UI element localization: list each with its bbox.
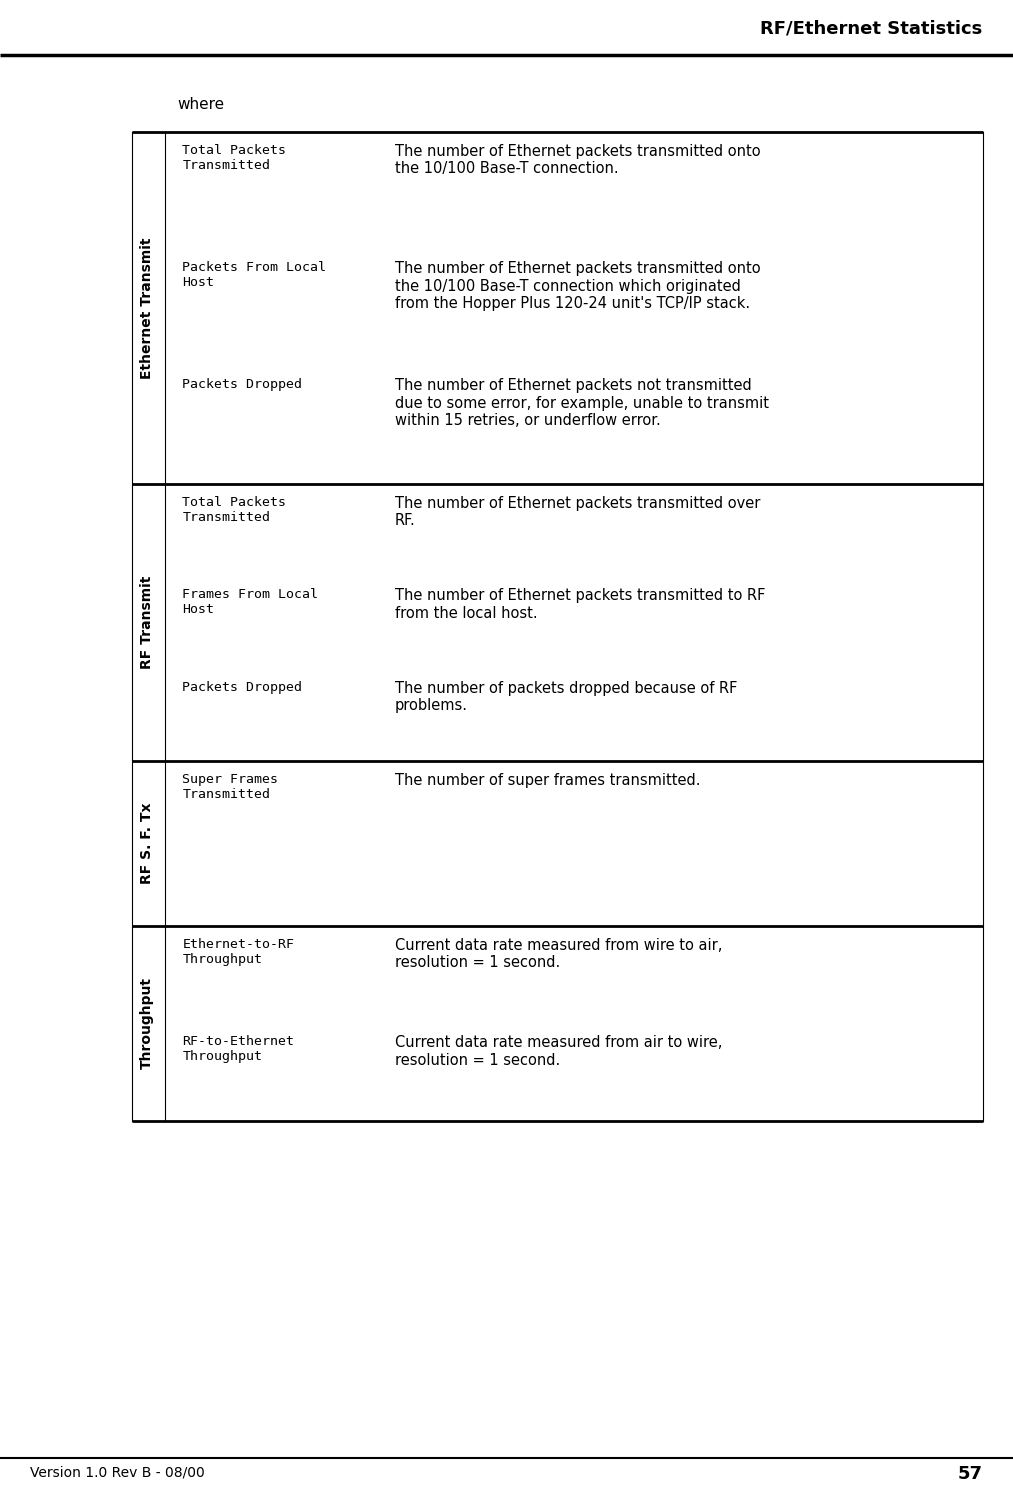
Text: Throughput: Throughput — [140, 977, 154, 1070]
Text: RF Transmit: RF Transmit — [140, 575, 154, 670]
Text: 57: 57 — [957, 1465, 983, 1483]
Text: RF-to-Ethernet
Throughput: RF-to-Ethernet Throughput — [182, 1035, 295, 1064]
Text: The number of super frames transmitted.: The number of super frames transmitted. — [395, 773, 701, 788]
Text: The number of packets dropped because of RF
problems.: The number of packets dropped because of… — [395, 680, 737, 713]
Text: RF S. F. Tx: RF S. F. Tx — [140, 803, 154, 884]
Text: Current data rate measured from air to wire,
resolution = 1 second.: Current data rate measured from air to w… — [395, 1035, 722, 1068]
Text: The number of Ethernet packets not transmitted
due to some error, for example, u: The number of Ethernet packets not trans… — [395, 379, 769, 428]
Text: Packets Dropped: Packets Dropped — [182, 379, 302, 391]
Text: Version 1.0 Rev B - 08/00: Version 1.0 Rev B - 08/00 — [30, 1465, 206, 1479]
Text: Current data rate measured from wire to air,
resolution = 1 second.: Current data rate measured from wire to … — [395, 938, 722, 971]
Text: Total Packets
Transmitted: Total Packets Transmitted — [182, 496, 287, 524]
Text: Frames From Local
Host: Frames From Local Host — [182, 589, 318, 616]
Text: The number of Ethernet packets transmitted over
RF.: The number of Ethernet packets transmitt… — [395, 496, 761, 529]
Text: Packets Dropped: Packets Dropped — [182, 680, 302, 694]
Text: where: where — [177, 97, 225, 112]
Text: The number of Ethernet packets transmitted to RF
from the local host.: The number of Ethernet packets transmitt… — [395, 589, 766, 620]
Text: The number of Ethernet packets transmitted onto
the 10/100 Base-T connection whi: The number of Ethernet packets transmitt… — [395, 261, 761, 312]
Text: RF/Ethernet Statistics: RF/Ethernet Statistics — [761, 19, 983, 37]
Text: The number of Ethernet packets transmitted onto
the 10/100 Base-T connection.: The number of Ethernet packets transmitt… — [395, 144, 761, 177]
Text: Ethernet Transmit: Ethernet Transmit — [140, 237, 154, 379]
Text: Total Packets
Transmitted: Total Packets Transmitted — [182, 144, 287, 172]
Text: Ethernet-to-RF
Throughput: Ethernet-to-RF Throughput — [182, 938, 295, 966]
Text: Super Frames
Transmitted: Super Frames Transmitted — [182, 773, 279, 801]
Text: Packets From Local
Host: Packets From Local Host — [182, 261, 326, 289]
